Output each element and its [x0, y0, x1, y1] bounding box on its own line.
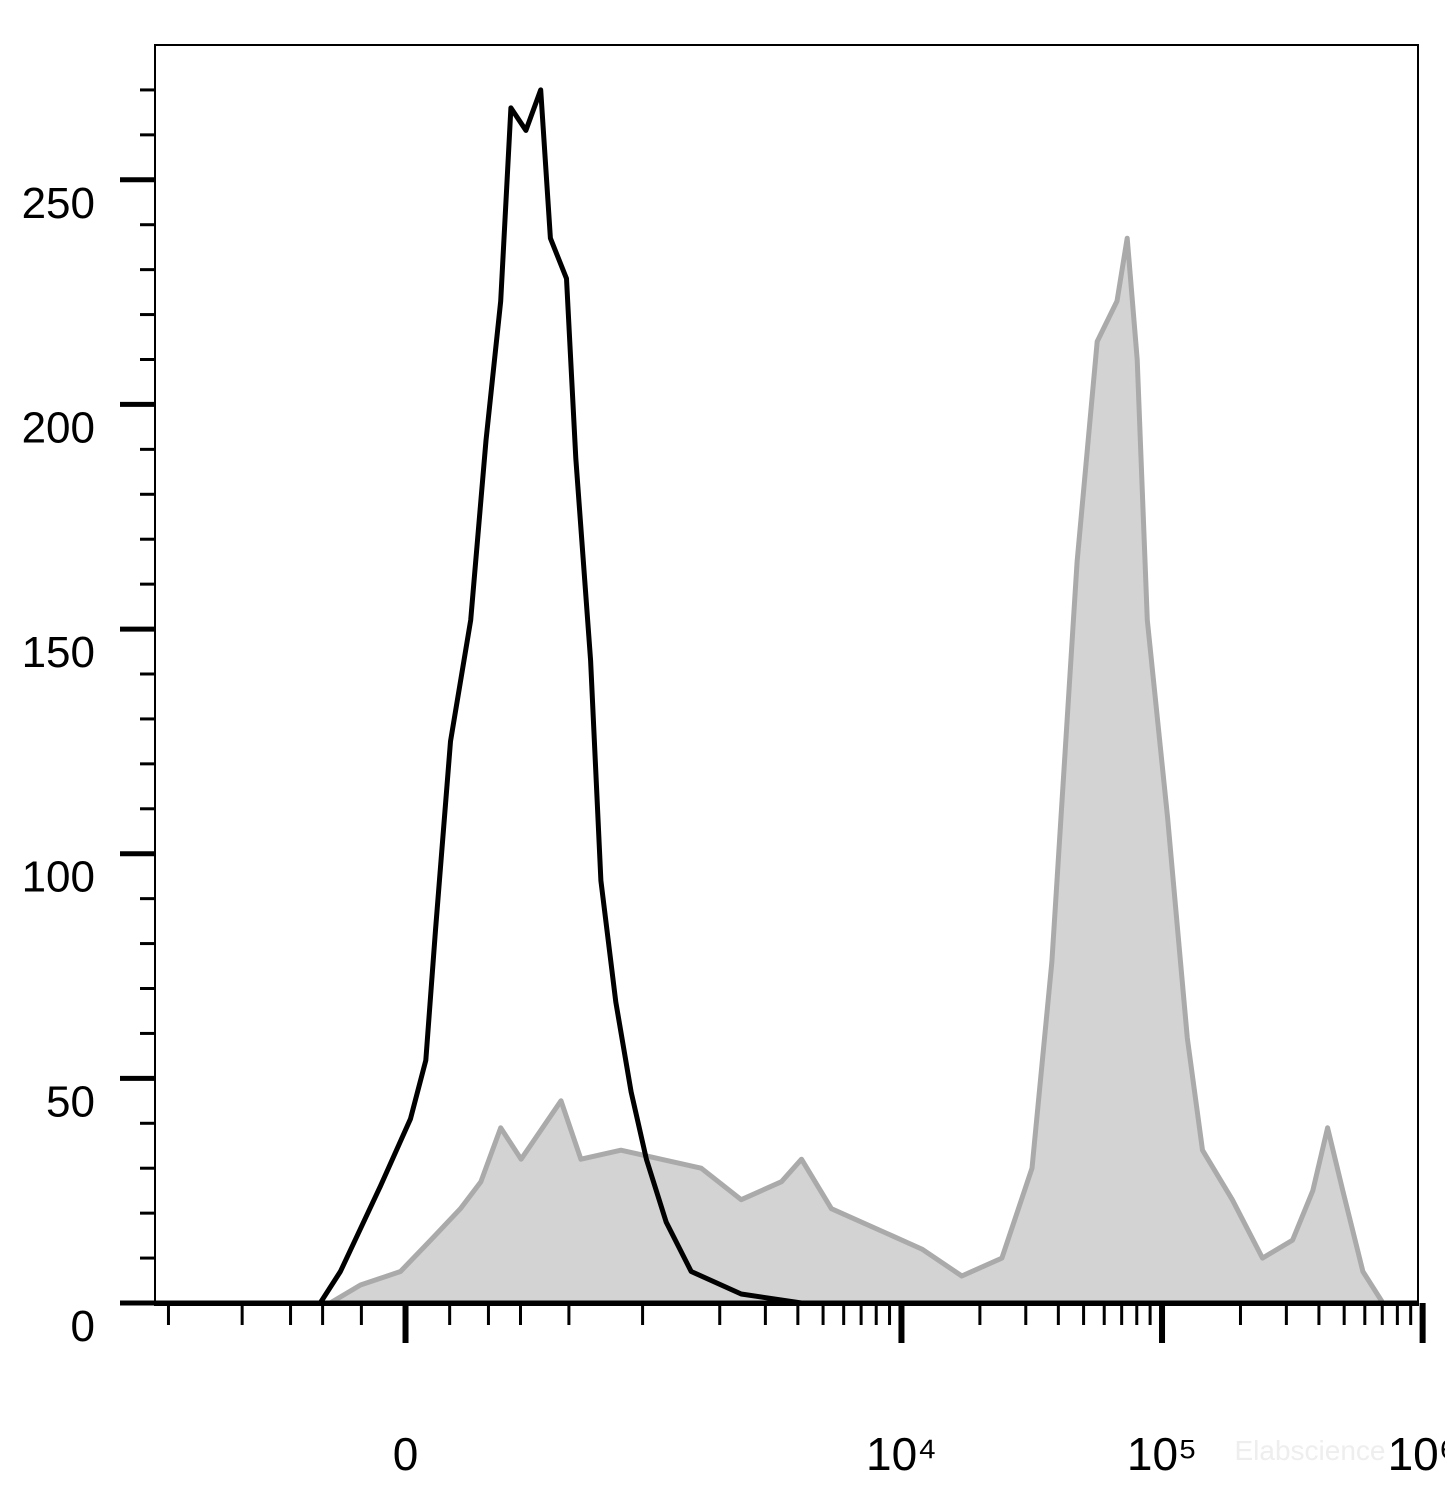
x-tick-label: 10⁴ [866, 1428, 937, 1480]
y-tick-label: 50 [46, 1077, 95, 1126]
watermark: Elabscience [1235, 1435, 1386, 1466]
histogram-area [327, 235, 1386, 1306]
y-tick-label: 200 [22, 403, 95, 452]
y-tick-label: 250 [22, 179, 95, 228]
x-tick-label: 10⁵ [1127, 1428, 1197, 1480]
x-tick-label: 10⁶ [1388, 1428, 1445, 1480]
plot-frame [154, 44, 1419, 1306]
y-tick-label: 0 [71, 1302, 95, 1351]
x-tick-label: 0 [393, 1428, 419, 1480]
data-layer [215, 87, 1417, 1306]
y-tick-label: 100 [22, 853, 95, 902]
y-tick-label: 150 [22, 628, 95, 677]
histogram-line [215, 87, 1417, 1306]
